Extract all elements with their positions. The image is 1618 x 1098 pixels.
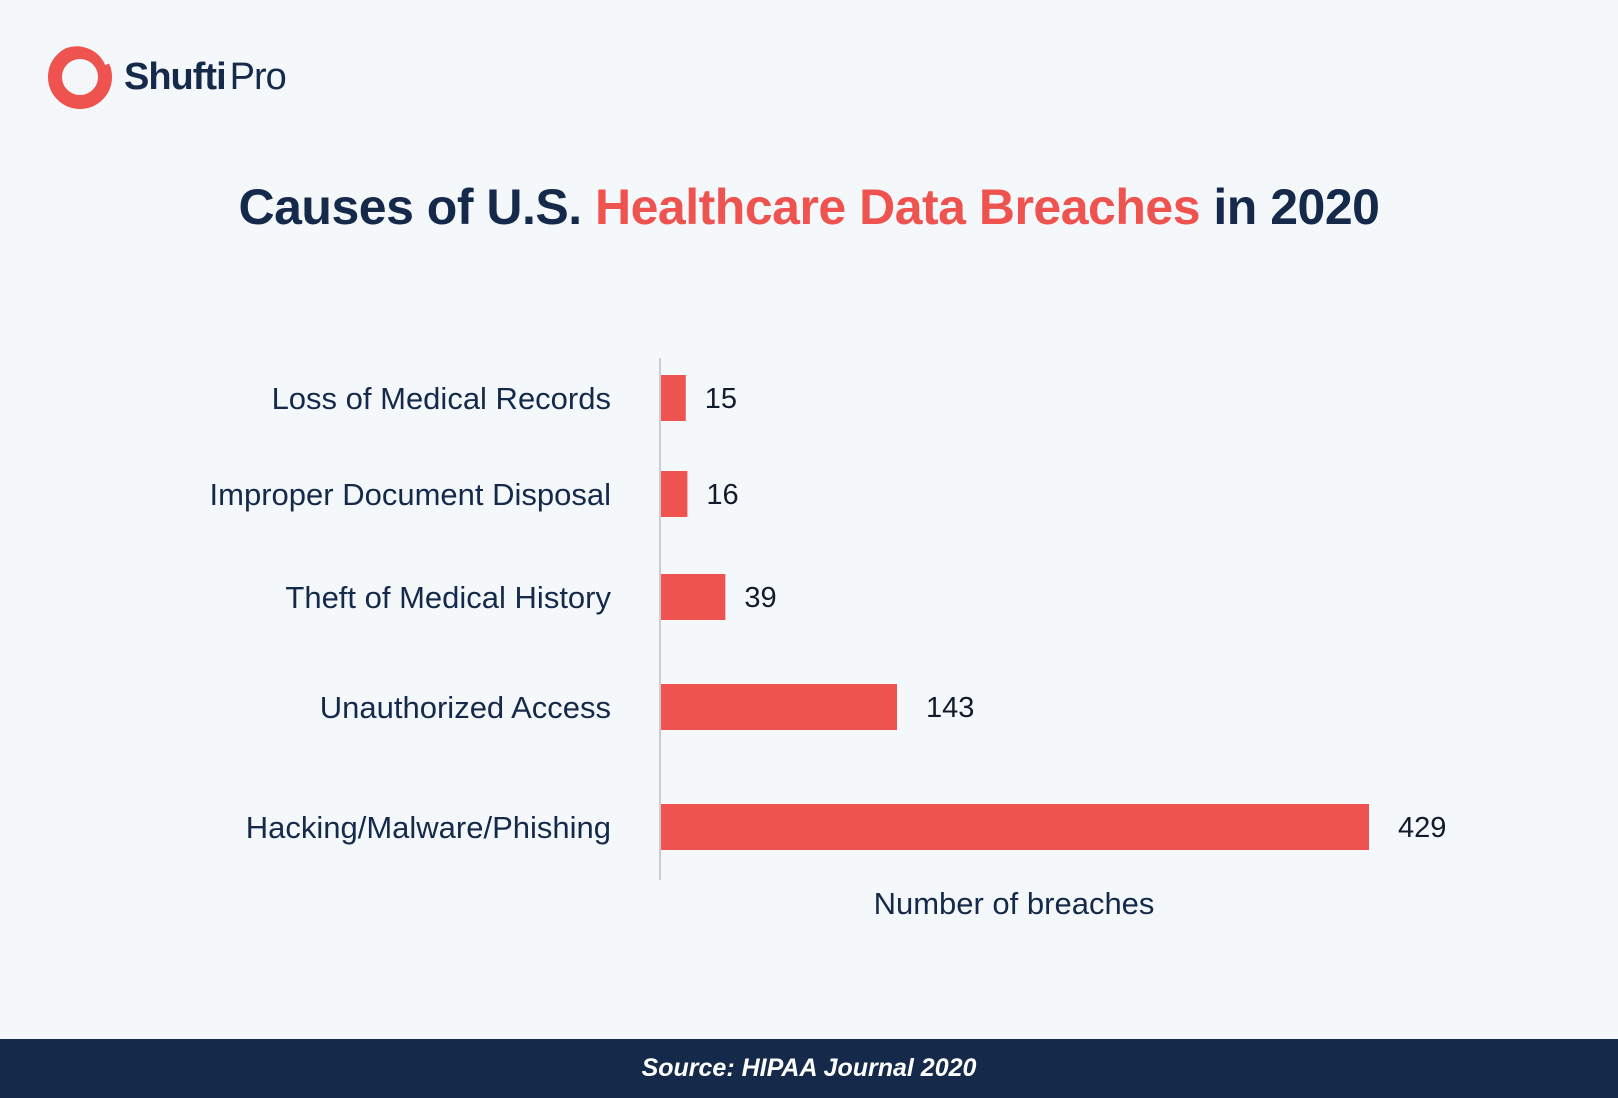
bar <box>661 375 686 421</box>
bars-group <box>661 375 1369 850</box>
source-note: Source: HIPAA Journal 2020 <box>641 1054 977 1082</box>
value-labels: 15 16 39 143 429 <box>705 383 1447 844</box>
brand-name-bold: Shufti <box>124 55 227 98</box>
chart-title: Causes of U.S. Healthcare Data Breaches … <box>0 178 1618 236</box>
bar <box>661 684 897 730</box>
title-part-2: in 2020 <box>1200 179 1380 235</box>
value-label: 143 <box>926 692 974 724</box>
bar <box>661 574 726 620</box>
value-label: 16 <box>706 479 738 511</box>
value-label: 429 <box>1398 812 1446 844</box>
category-label: Improper Document Disposal <box>210 477 611 512</box>
title-highlight: Healthcare Data Breaches <box>595 179 1201 235</box>
x-axis-title: Number of breaches <box>874 886 1155 921</box>
bar-chart: Loss of Medical Records Improper Document… <box>210 358 1447 921</box>
category-label: Loss of Medical Records <box>272 381 611 416</box>
brand-logo: Shufti Pro <box>46 41 287 113</box>
value-label: 15 <box>705 383 737 415</box>
category-label: Unauthorized Access <box>320 690 611 725</box>
brand-name: Shufti Pro <box>124 55 287 99</box>
title-part-1: Causes of U.S. <box>238 179 596 235</box>
bar <box>661 471 688 517</box>
category-label: Theft of Medical History <box>285 580 611 615</box>
ring-logo-icon <box>48 42 112 109</box>
brand-name-light: Pro <box>229 55 287 98</box>
value-label: 39 <box>744 582 776 614</box>
footer-bar: Source: HIPAA Journal 2020 <box>0 1039 1618 1098</box>
bar <box>661 804 1369 850</box>
category-labels: Loss of Medical Records Improper Document… <box>210 381 612 845</box>
category-label: Hacking/Malware/Phishing <box>246 810 611 845</box>
